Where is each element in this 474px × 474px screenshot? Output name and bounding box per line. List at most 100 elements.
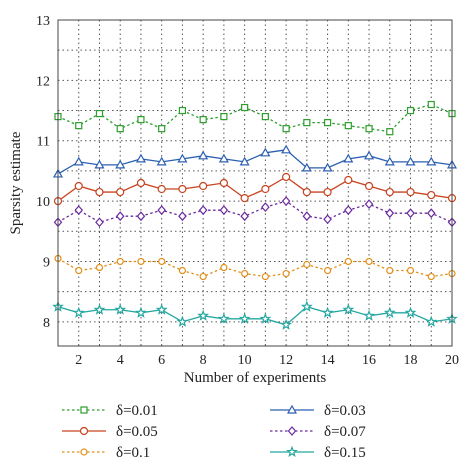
data-point (261, 112, 269, 121)
data-point (261, 202, 270, 213)
data-point (116, 257, 124, 266)
data-point (158, 125, 166, 133)
data-point (281, 196, 291, 207)
x-tick-label: 12 (279, 353, 293, 368)
data-point (282, 269, 290, 278)
data-point (365, 257, 373, 266)
legend-marker (287, 426, 297, 436)
series-1 (54, 100, 456, 136)
data-point (135, 153, 146, 163)
data-point (300, 300, 313, 312)
x-tick-label: 8 (200, 353, 207, 368)
data-point (364, 181, 374, 191)
data-point (75, 266, 83, 275)
x-tick-label: 2 (75, 353, 82, 368)
legend-label: δ=0.03 (324, 403, 366, 419)
data-point (385, 208, 395, 219)
data-point (115, 159, 126, 169)
data-point (321, 306, 334, 318)
legend-entry: δ=0.01 (62, 403, 158, 419)
data-point (157, 184, 166, 194)
data-point (344, 257, 352, 266)
legend-label: δ=0.07 (324, 424, 366, 440)
data-point (178, 184, 187, 194)
data-point (364, 199, 374, 210)
legend-label: δ=0.01 (116, 403, 158, 419)
data-point (73, 156, 84, 166)
data-point (282, 172, 291, 182)
legend-marker (80, 406, 88, 414)
x-tick-label: 6 (158, 353, 165, 368)
data-point (94, 159, 105, 169)
data-point (364, 150, 375, 160)
data-point (95, 109, 104, 118)
x-tick-label: 16 (362, 353, 376, 368)
data-point (302, 187, 311, 197)
data-point (427, 190, 436, 200)
data-point (220, 112, 228, 121)
series-layer (52, 100, 458, 330)
data-point (74, 205, 84, 216)
data-point (241, 103, 249, 112)
x-tick-label: 20 (445, 353, 459, 368)
data-point (220, 263, 228, 272)
data-point (303, 260, 311, 269)
data-point (95, 187, 104, 197)
data-point (115, 211, 125, 222)
x-tick-label: 4 (117, 353, 124, 368)
data-point (240, 211, 249, 222)
data-point (197, 309, 210, 321)
series-line (57, 306, 453, 326)
data-point (363, 309, 375, 321)
data-point (218, 153, 229, 163)
legend: δ=0.01 δ=0.03 δ=0.05 δ=0.07 δ=0.1 δ=0.15 (62, 403, 366, 461)
series-2 (52, 144, 458, 178)
data-point (135, 306, 147, 318)
data-point (406, 208, 415, 219)
data-point (199, 181, 208, 191)
data-point (427, 272, 435, 281)
data-point (116, 187, 125, 197)
data-point (404, 306, 417, 318)
data-point (156, 156, 167, 166)
legend-label: δ=0.1 (116, 445, 150, 461)
data-point (178, 266, 187, 275)
data-point (282, 125, 290, 133)
data-point (199, 272, 207, 281)
data-point (95, 263, 104, 272)
legend-marker (80, 448, 88, 456)
data-point (323, 266, 332, 275)
data-point (219, 205, 229, 216)
data-point (344, 175, 353, 185)
y-tick-label: 12 (36, 74, 50, 89)
data-point (386, 266, 394, 275)
data-point (158, 257, 166, 266)
legend-label: δ=0.05 (116, 424, 158, 440)
data-point (199, 116, 207, 124)
plot-frame (57, 19, 453, 347)
data-point (137, 257, 145, 266)
data-point (385, 187, 394, 197)
data-point (136, 178, 146, 188)
data-point (178, 106, 187, 115)
data-point (178, 211, 187, 222)
x-axis-title: Number of experiments (184, 370, 327, 386)
data-point (240, 193, 249, 203)
data-point (406, 106, 415, 115)
data-point (301, 162, 312, 172)
data-point (198, 205, 208, 216)
data-point (177, 153, 188, 163)
data-point (238, 312, 251, 324)
data-point (95, 217, 104, 228)
x-tick-label: 10 (238, 353, 252, 368)
data-point (365, 125, 373, 133)
data-point (72, 306, 85, 318)
data-point (323, 119, 332, 127)
data-point (406, 187, 415, 197)
data-point (426, 208, 436, 219)
data-point (343, 153, 354, 163)
data-point (384, 156, 395, 166)
data-point (157, 205, 166, 216)
data-point (93, 303, 106, 315)
